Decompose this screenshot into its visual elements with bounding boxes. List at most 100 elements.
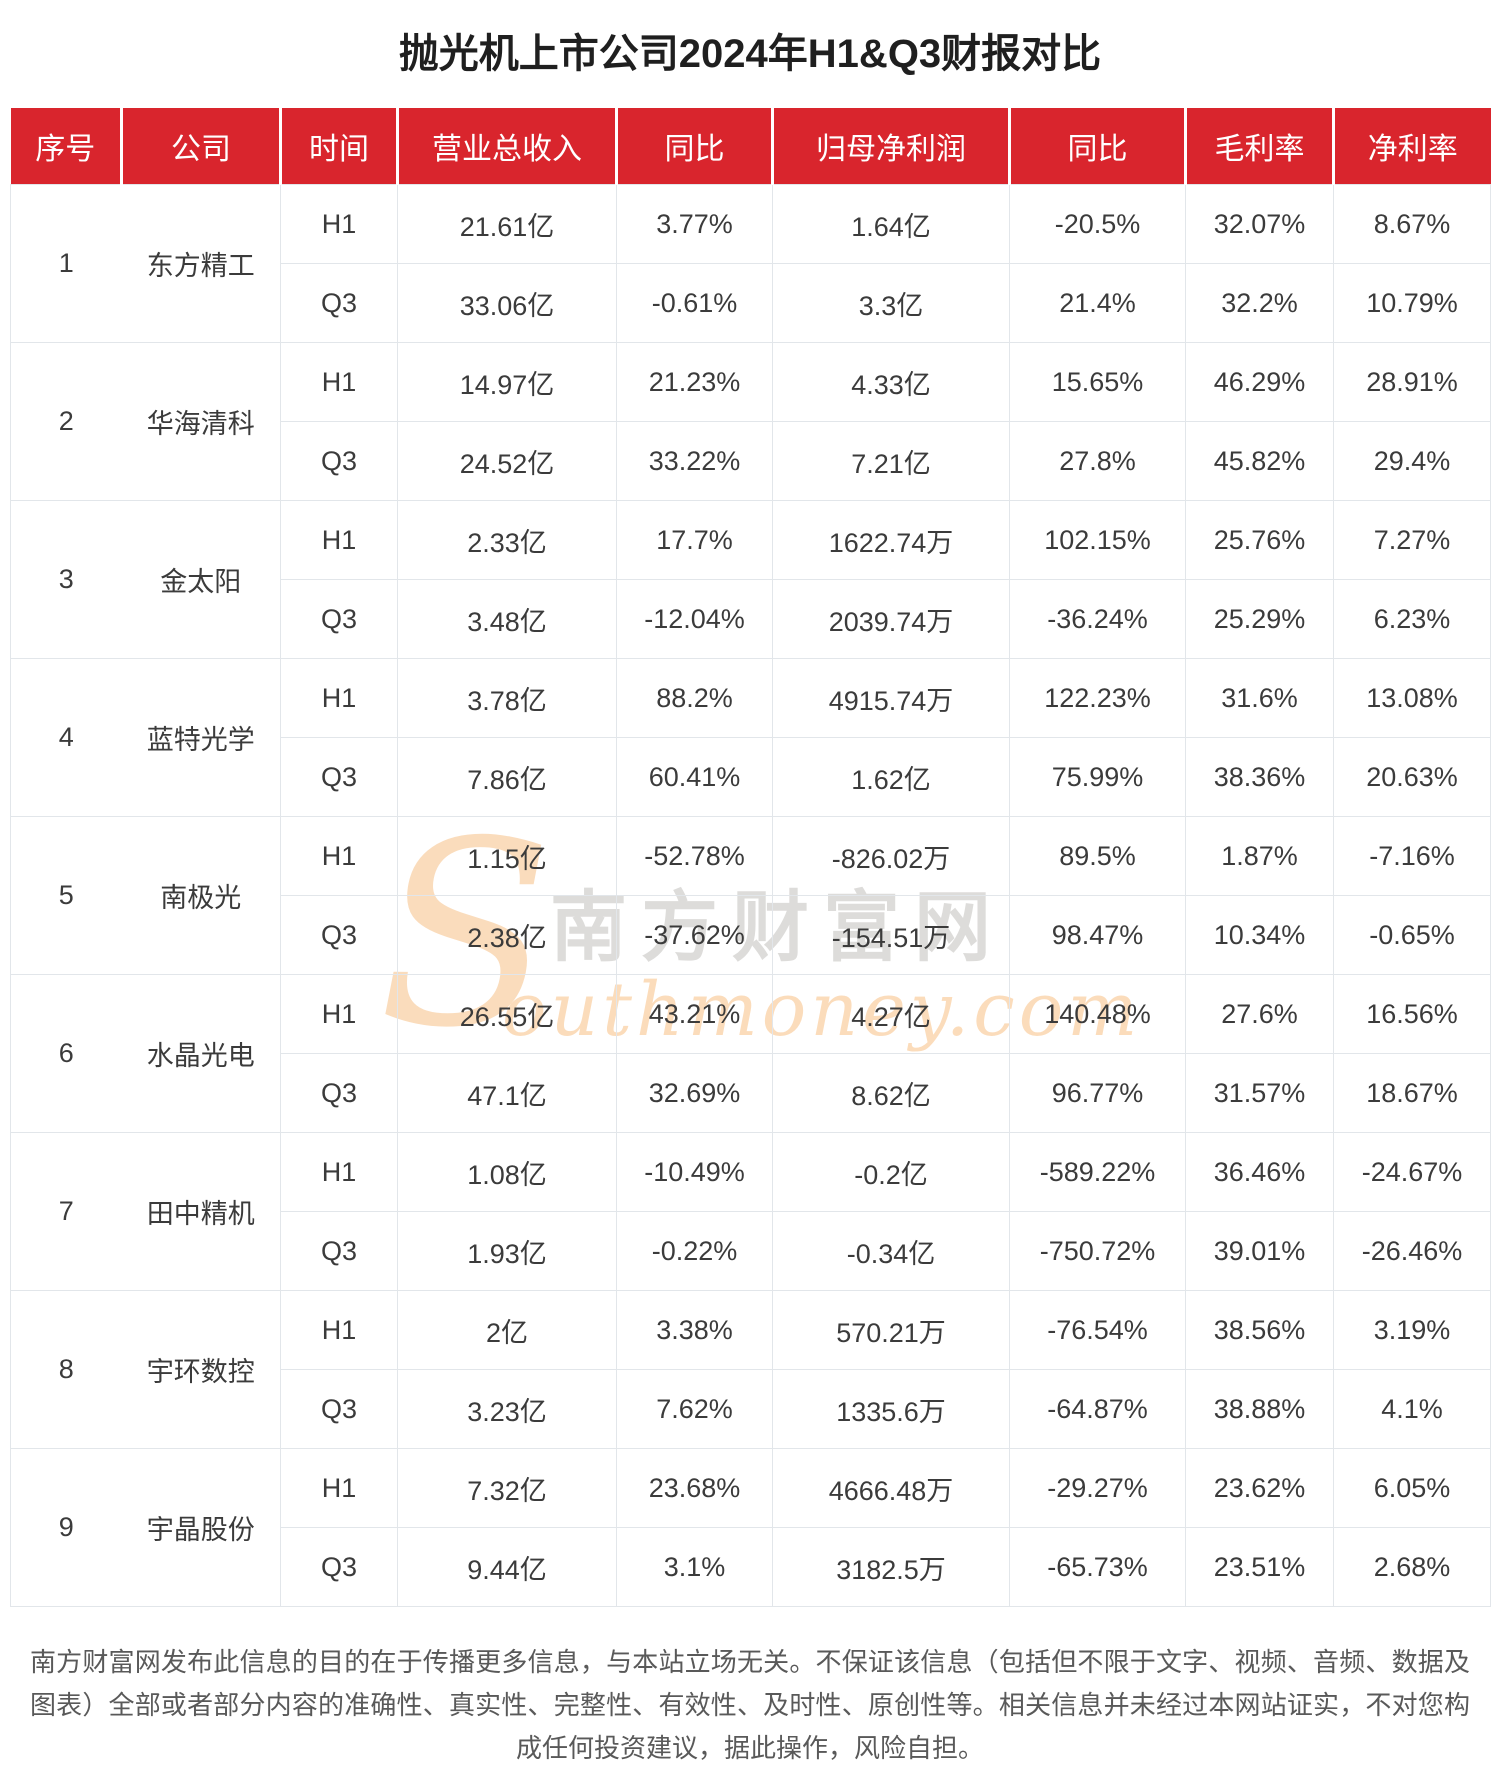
net-profit-cell: 3182.5万 — [772, 1527, 1010, 1607]
period-cell: H1 — [280, 500, 398, 580]
gross-margin-cell: 25.29% — [1185, 579, 1334, 659]
revenue-yoy-cell: 7.62% — [616, 1369, 773, 1449]
gross-margin-cell: 1.87% — [1185, 816, 1334, 896]
table-body: 1 东方精工 H1 21.61亿 3.77% 1.64亿 -20.5% 32.07% 8.67%… — [10, 184, 1491, 1607]
company-name-cell: 田中精机 — [121, 1132, 281, 1291]
table-row: Q3 1.93亿 -0.22% -0.34亿 -750.72% 39.01% -26.46% — [11, 1211, 1491, 1291]
profit-yoy-cell: -36.24% — [1009, 579, 1186, 659]
table-row: 5 南极光 H1 1.15亿 -52.78% -826.02万 89.5% 1.87% -7.1… — [10, 816, 1491, 975]
gross-margin-cell: 39.01% — [1185, 1211, 1334, 1291]
net-margin-cell: 8.67% — [1333, 184, 1491, 264]
page-title: 抛光机上市公司2024年H1&Q3财报对比 — [398, 32, 1102, 76]
profit-yoy-cell: 140.48% — [1009, 974, 1186, 1054]
profit-yoy-cell: 75.99% — [1009, 737, 1186, 817]
net-margin-cell: 6.05% — [1333, 1448, 1491, 1528]
net-profit-cell: 8.62亿 — [772, 1053, 1010, 1133]
net-profit-cell: -0.2亿 — [772, 1132, 1010, 1212]
net-profit-cell: 4666.48万 — [772, 1448, 1010, 1528]
gross-margin-cell: 36.46% — [1185, 1132, 1334, 1212]
company-name-cell: 宇晶股份 — [121, 1448, 281, 1607]
revenue-yoy-cell: 33.22% — [616, 421, 773, 501]
company-name-cell: 东方精工 — [121, 184, 281, 343]
profit-yoy-cell: 122.23% — [1009, 658, 1186, 738]
profit-yoy-cell: -76.54% — [1009, 1290, 1186, 1370]
revenue-cell: 2亿 — [397, 1290, 617, 1370]
company-name-cell: 蓝特光学 — [121, 658, 281, 817]
period-cell: H1 — [280, 1448, 398, 1528]
table-row: Q3 24.52亿 33.22% 7.21亿 27.8% 45.82% 29.4% — [11, 421, 1491, 501]
net-margin-cell: 3.19% — [1333, 1290, 1491, 1370]
revenue-yoy-cell: 23.68% — [616, 1448, 773, 1528]
gross-margin-cell: 23.51% — [1185, 1527, 1334, 1607]
revenue-cell: 3.23亿 — [397, 1369, 617, 1449]
revenue-cell: 21.61亿 — [397, 184, 617, 264]
revenue-cell: 2.33亿 — [397, 500, 617, 580]
net-profit-cell: 4.27亿 — [772, 974, 1010, 1054]
profit-yoy-cell: -64.87% — [1009, 1369, 1186, 1449]
gross-margin-cell: 45.82% — [1185, 421, 1334, 501]
financial-comparison-table: 序号 公司 时间 营业总收入 同比 归母净利润 同比 毛利率 净利率 1 东方精工 H1 21.61亿… — [10, 108, 1491, 1607]
profit-yoy-cell: 15.65% — [1009, 342, 1186, 422]
company-name-cell: 南极光 — [121, 816, 281, 975]
revenue-yoy-cell: -12.04% — [616, 579, 773, 659]
net-margin-cell: 18.67% — [1333, 1053, 1491, 1133]
column-header-8: 净利率 — [1332, 108, 1491, 185]
net-margin-cell: 2.68% — [1333, 1527, 1491, 1607]
revenue-yoy-cell: -37.62% — [616, 895, 773, 975]
revenue-yoy-cell: 43.21% — [616, 974, 773, 1054]
period-cell: Q3 — [280, 737, 398, 817]
table-row: 4 蓝特光学 H1 3.78亿 88.2% 4915.74万 122.23% 31.6% 13.… — [10, 658, 1491, 817]
index-cell: 4 — [10, 658, 122, 817]
net-profit-cell: 570.21万 — [772, 1290, 1010, 1370]
net-profit-cell: 1.64亿 — [772, 184, 1010, 264]
revenue-cell: 2.38亿 — [397, 895, 617, 975]
net-margin-cell: -7.16% — [1333, 816, 1491, 896]
revenue-yoy-cell: -0.22% — [616, 1211, 773, 1291]
net-margin-cell: 13.08% — [1333, 658, 1491, 738]
gross-margin-cell: 32.07% — [1185, 184, 1334, 264]
net-profit-cell: -826.02万 — [772, 816, 1010, 896]
revenue-cell: 1.93亿 — [397, 1211, 617, 1291]
gross-margin-cell: 27.6% — [1185, 974, 1334, 1054]
net-margin-cell: 29.4% — [1333, 421, 1491, 501]
net-margin-cell: 4.1% — [1333, 1369, 1491, 1449]
revenue-yoy-cell: 32.69% — [616, 1053, 773, 1133]
net-profit-cell: 1622.74万 — [772, 500, 1010, 580]
profit-yoy-cell: 98.47% — [1009, 895, 1186, 975]
gross-margin-cell: 23.62% — [1185, 1448, 1334, 1528]
revenue-cell: 1.15亿 — [397, 816, 617, 896]
period-cell: Q3 — [280, 579, 398, 659]
gross-margin-cell: 38.36% — [1185, 737, 1334, 817]
profit-yoy-cell: 27.8% — [1009, 421, 1186, 501]
period-cell: Q3 — [280, 1369, 398, 1449]
revenue-yoy-cell: -10.49% — [616, 1132, 773, 1212]
net-profit-cell: -0.34亿 — [772, 1211, 1010, 1291]
table-row: Q3 33.06亿 -0.61% 3.3亿 21.4% 32.2% 10.79% — [11, 263, 1491, 343]
net-margin-cell: 6.23% — [1333, 579, 1491, 659]
disclaimer-text: 南方财富网发布此信息的目的在于传播更多信息，与本站立场无关。不保证该信息（包括但… — [30, 1647, 1470, 1763]
gross-margin-cell: 38.56% — [1185, 1290, 1334, 1370]
column-header-7: 毛利率 — [1184, 108, 1334, 185]
gross-margin-cell: 10.34% — [1185, 895, 1334, 975]
company-name-cell: 华海清科 — [121, 342, 281, 501]
net-profit-cell: 4915.74万 — [772, 658, 1010, 738]
gross-margin-cell: 46.29% — [1185, 342, 1334, 422]
revenue-cell: 1.08亿 — [397, 1132, 617, 1212]
table-row: 1 东方精工 H1 21.61亿 3.77% 1.64亿 -20.5% 32.07% 8.67% — [10, 184, 1491, 343]
gross-margin-cell: 25.76% — [1185, 500, 1334, 580]
column-header-0: 序号 — [10, 108, 122, 185]
revenue-cell: 3.78亿 — [397, 658, 617, 738]
revenue-cell: 3.48亿 — [397, 579, 617, 659]
net-margin-cell: -26.46% — [1333, 1211, 1491, 1291]
revenue-cell: 47.1亿 — [397, 1053, 617, 1133]
revenue-yoy-cell: 60.41% — [616, 737, 773, 817]
net-margin-cell: 16.56% — [1333, 974, 1491, 1054]
table-row: 6 水晶光电 H1 26.55亿 43.21% 4.27亿 140.48% 27.6% 16.5… — [10, 974, 1491, 1133]
period-cell: H1 — [280, 342, 398, 422]
index-cell: 1 — [10, 184, 122, 343]
period-cell: Q3 — [280, 895, 398, 975]
profit-yoy-cell: 89.5% — [1009, 816, 1186, 896]
period-cell: H1 — [280, 1290, 398, 1370]
net-margin-cell: 10.79% — [1333, 263, 1491, 343]
period-cell: Q3 — [280, 1053, 398, 1133]
